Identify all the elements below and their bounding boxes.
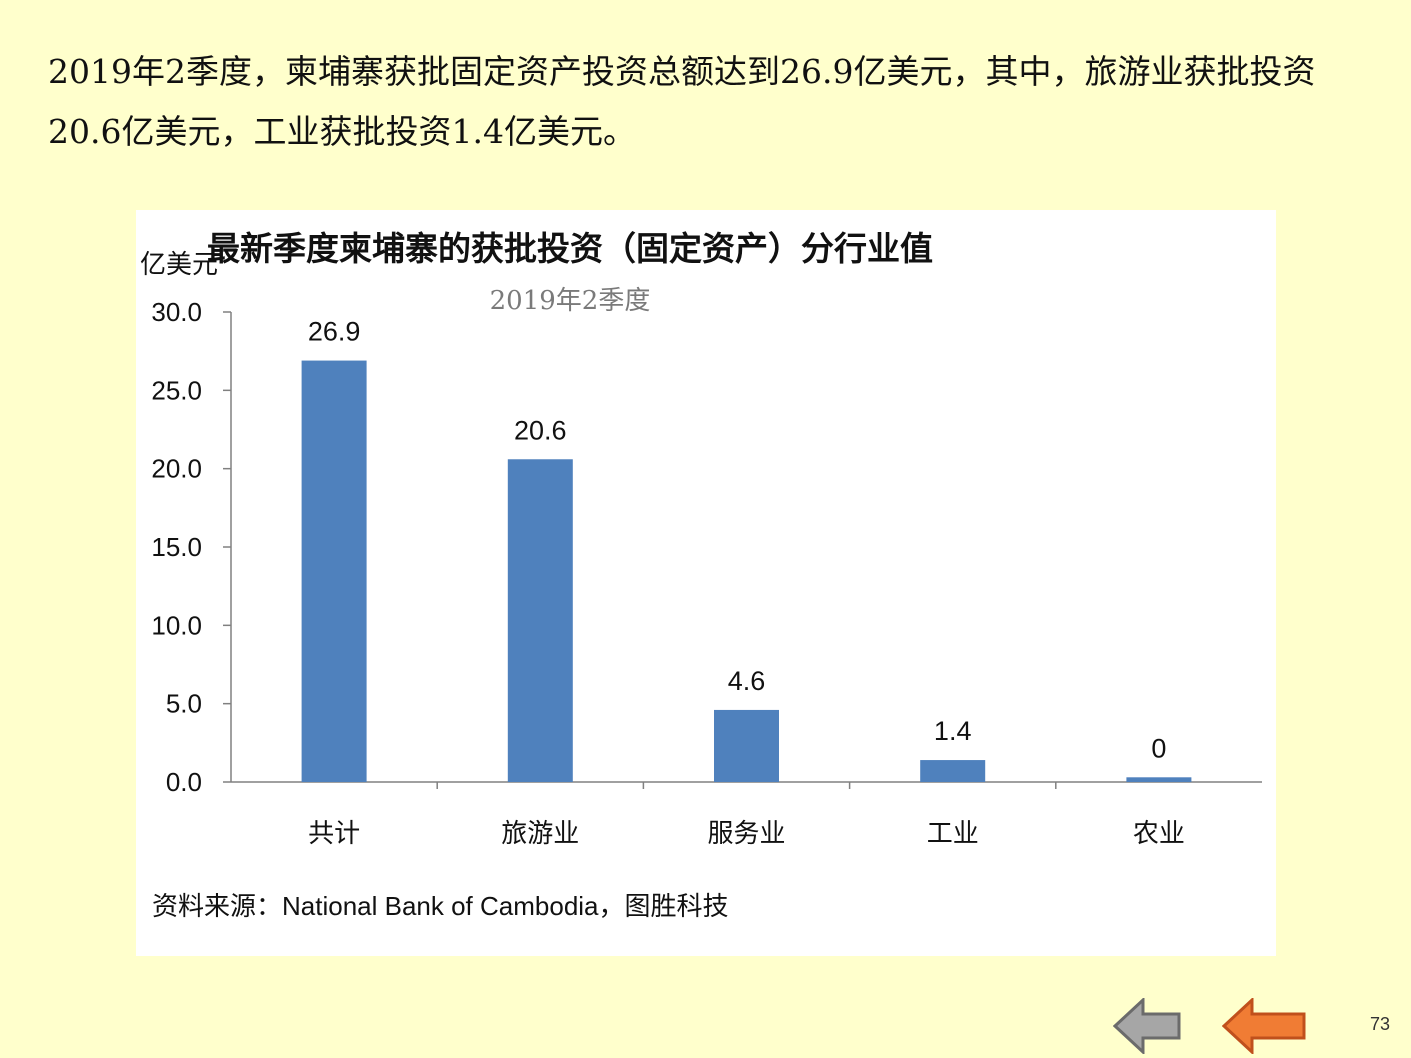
chart-subtitle: 2019年2季度 xyxy=(489,286,651,316)
data-label: 20.6 xyxy=(514,415,567,445)
chart-card: 0.0 5.0 10.0 15.0 20.0 25.0 30.0 26.9 共计 20.6 旅游业 4… xyxy=(136,210,1276,956)
back-arrow-icon[interactable] xyxy=(1113,998,1183,1054)
y-tick-label: 25.0 xyxy=(151,375,202,405)
bar-5 xyxy=(1126,777,1192,782)
intro-paragraph: 2019年2季度，柬埔寨获批固定资产投资总额达到26.9亿美元，其中，旅游业获批… xyxy=(48,52,1316,151)
x-tick-label: 服务业 xyxy=(707,819,785,849)
back-arrow-shape xyxy=(1113,998,1181,1054)
x-tick-label: 共计 xyxy=(308,819,360,849)
x-tick-label: 工业 xyxy=(927,819,979,849)
y-tick-label: 15.0 xyxy=(151,532,202,562)
bar-chart: 0.0 5.0 10.0 15.0 20.0 25.0 30.0 26.9 共计 20.6 旅游业 4… xyxy=(151,297,1262,849)
y-tick-label: 20.0 xyxy=(151,454,202,484)
x-tick-label: 旅游业 xyxy=(501,819,579,849)
page-number: 73 xyxy=(1370,1014,1391,1034)
x-tick-label: 农业 xyxy=(1133,819,1185,849)
y-tick-label: 5.0 xyxy=(166,689,202,719)
y-tick-label: 10.0 xyxy=(151,610,202,640)
bar-3 xyxy=(714,709,779,782)
data-label: 0 xyxy=(1151,733,1166,763)
data-label: 4.6 xyxy=(728,666,766,696)
data-label: 26.9 xyxy=(308,317,361,347)
y-axis-unit-label: 亿美元 xyxy=(140,250,219,280)
previous-arrow-icon[interactable] xyxy=(1222,998,1308,1054)
chart-title: 最新季度柬埔寨的获批投资（固定资产）分行业值 xyxy=(207,229,933,268)
previous-arrow-shape xyxy=(1222,998,1306,1054)
data-label: 1.4 xyxy=(934,716,972,746)
y-tick-label: 0.0 xyxy=(166,767,202,797)
bar-2 xyxy=(507,459,573,782)
source-note: 资料来源：National Bank of Cambodia，图胜科技 xyxy=(152,891,729,921)
bar-4 xyxy=(920,760,986,782)
bar-1 xyxy=(301,360,367,782)
y-tick-label: 30.0 xyxy=(151,297,202,327)
